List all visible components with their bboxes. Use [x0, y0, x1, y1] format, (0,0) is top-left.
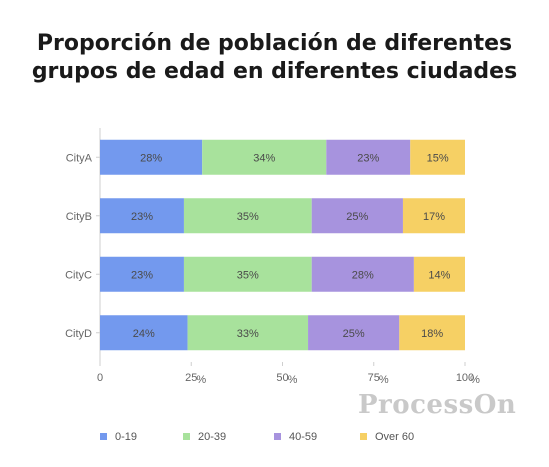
legend-swatch-over-60	[360, 433, 367, 440]
bar-cityc-40-59	[311, 256, 414, 292]
bar-cityd-over-60	[399, 315, 465, 351]
bar-cityd-40-59	[308, 315, 400, 351]
data-label: 28%	[352, 269, 374, 281]
bar-cityc-20-39	[183, 256, 312, 292]
bar-cityd-20-39	[187, 315, 309, 351]
bar-citya-20-39	[202, 139, 327, 175]
legend-label-over-60: Over 60	[375, 431, 414, 443]
bar-cityb-40-59	[311, 198, 403, 234]
x-tick-unit: %	[379, 374, 389, 386]
x-tick-label: 25	[185, 372, 197, 384]
legend-label-20-39: 20-39	[198, 431, 226, 443]
legend-swatch-0-19	[100, 433, 107, 440]
chart-title-line-1: Proporción de población de diferentes	[36, 31, 513, 56]
x-tick-label: 50	[276, 372, 288, 384]
data-label: 34%	[253, 152, 275, 164]
bar-cityc-0-19	[100, 256, 184, 292]
x-tick-unit: %	[470, 374, 480, 386]
bar-citya-over-60	[410, 139, 465, 175]
data-label: 23%	[131, 269, 153, 281]
category-label-cityd: CityD	[65, 328, 92, 340]
category-label-cityc: CityC	[65, 269, 92, 281]
chart-title-line-2: grupos de edad en diferentes ciudades	[31, 59, 518, 84]
data-label: 14%	[428, 269, 450, 281]
data-label: 25%	[343, 328, 365, 340]
chart-title: Proporción de población de diferentes gr…	[0, 30, 549, 86]
bar-cityc-over-60	[413, 256, 465, 292]
x-tick-label: 75	[368, 372, 380, 384]
bar-cityb-0-19	[100, 198, 184, 234]
bar-citya-40-59	[326, 139, 411, 175]
legend-label-0-19: 0-19	[115, 431, 137, 443]
data-label: 17%	[423, 211, 445, 223]
bar-citya-0-19	[100, 139, 203, 175]
data-label: 28%	[140, 152, 162, 164]
category-label-citya: CityA	[66, 152, 93, 164]
category-label-cityb: CityB	[66, 211, 92, 223]
legend-swatch-40-59	[274, 433, 281, 440]
legend-swatch-20-39	[183, 433, 190, 440]
data-label: 35%	[237, 269, 259, 281]
bar-cityb-over-60	[402, 198, 465, 234]
data-label: 23%	[357, 152, 379, 164]
bar-cityb-20-39	[183, 198, 312, 234]
x-tick-unit: %	[196, 374, 206, 386]
data-label: 25%	[346, 211, 368, 223]
data-label: 23%	[131, 211, 153, 223]
bar-cityd-0-19	[100, 315, 188, 351]
x-tick-label: 100	[456, 372, 474, 384]
data-label: 33%	[237, 328, 259, 340]
legend-label-40-59: 40-59	[289, 431, 317, 443]
data-label: 15%	[427, 152, 449, 164]
x-tick-label: 0	[97, 372, 103, 384]
data-label: 24%	[133, 328, 155, 340]
x-tick-unit: %	[288, 374, 298, 386]
data-label: 35%	[237, 211, 259, 223]
data-label: 18%	[421, 328, 443, 340]
watermark: ProcessOn	[358, 390, 517, 420]
